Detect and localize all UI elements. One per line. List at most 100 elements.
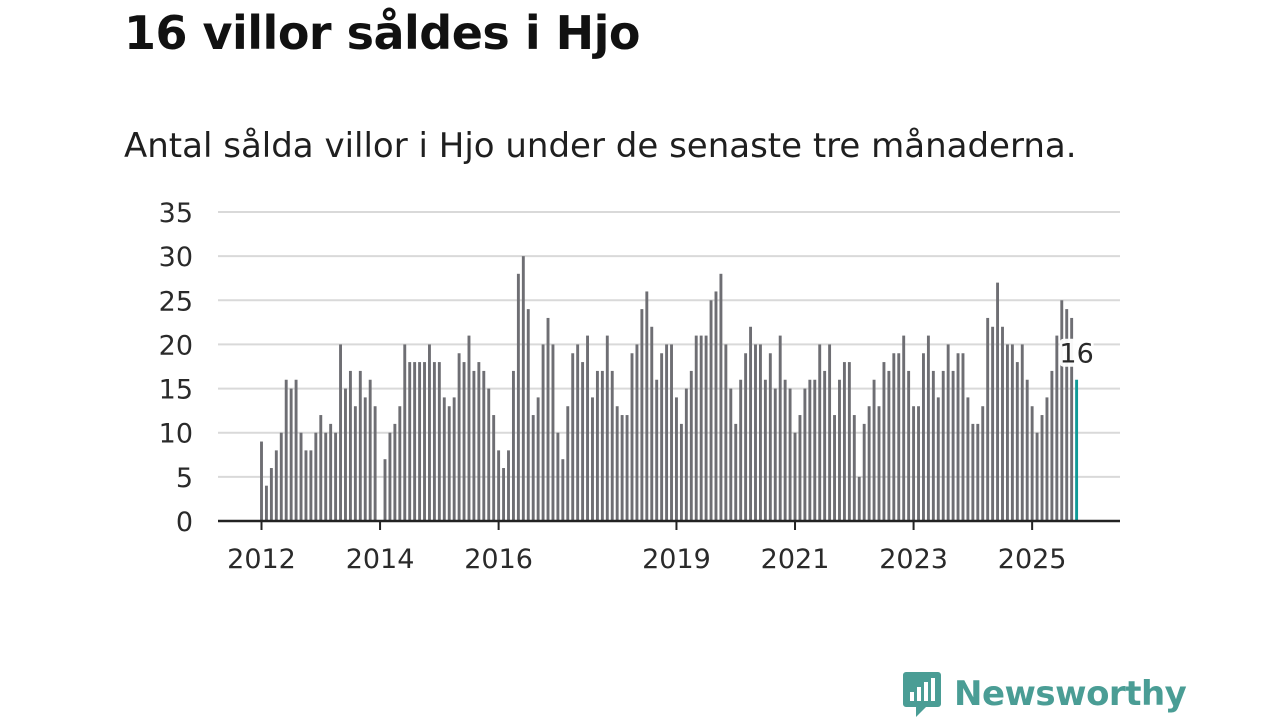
x-tick-label: 2014: [346, 544, 415, 575]
bar: [358, 370, 362, 521]
bar: [324, 432, 328, 521]
bar: [497, 450, 501, 521]
bar: [926, 335, 930, 521]
bar: [304, 450, 308, 521]
bar: [966, 397, 970, 521]
bar: [477, 362, 481, 521]
bar: [536, 397, 540, 521]
bar: [719, 273, 723, 521]
bar: [699, 335, 703, 521]
bar: [260, 441, 263, 521]
bar: [645, 291, 649, 521]
bar: [783, 379, 787, 521]
bar: [867, 406, 871, 521]
bar: [344, 388, 347, 521]
bar: [946, 344, 950, 521]
bar: [1025, 379, 1029, 521]
bar: [922, 353, 925, 521]
newsworthy-logo-text: Newsworthy: [954, 674, 1187, 714]
bar: [309, 450, 313, 521]
bar: [1015, 362, 1019, 521]
bar: [689, 370, 693, 521]
bar: [423, 362, 426, 521]
bar: [1030, 406, 1034, 521]
bar: [1060, 300, 1064, 521]
bar: [749, 326, 753, 521]
bar: [482, 370, 486, 521]
y-tick-label: 5: [176, 463, 193, 494]
highlight-bar: [1075, 379, 1079, 521]
bar: [1020, 344, 1024, 521]
bar: [828, 344, 832, 521]
bar: [467, 335, 471, 521]
bar: [284, 379, 288, 521]
bar: [383, 459, 387, 521]
bar: [882, 362, 886, 521]
bar: [877, 406, 881, 521]
bar: [838, 379, 841, 521]
bar: [1001, 326, 1004, 521]
bar: [862, 423, 866, 521]
bar: [472, 370, 476, 521]
bar: [847, 362, 851, 521]
bar: [803, 388, 807, 521]
x-tick-label: 2021: [761, 544, 830, 575]
bar: [600, 370, 604, 521]
bar: [887, 370, 891, 521]
bar: [388, 432, 392, 521]
bar: [872, 379, 876, 521]
y-tick-label: 30: [159, 242, 193, 273]
bar: [319, 415, 323, 521]
bar: [1005, 344, 1009, 521]
y-tick-label: 10: [159, 419, 193, 450]
bar: [334, 432, 338, 521]
bar: [1070, 317, 1074, 521]
bar: [521, 256, 525, 521]
bar: [971, 423, 975, 521]
bar: [833, 415, 836, 521]
bar: [660, 353, 664, 521]
bar: [976, 423, 980, 521]
bar: [1065, 309, 1069, 521]
bar: [511, 370, 515, 521]
bar: [571, 353, 575, 521]
bar: [724, 344, 728, 521]
x-tick-label: 2019: [642, 544, 711, 575]
bar: [605, 335, 609, 521]
bar: [620, 415, 624, 521]
bar: [428, 344, 431, 521]
bar: [798, 415, 802, 521]
bar: [314, 432, 318, 521]
bar: [462, 362, 466, 521]
x-tick-label: 2023: [879, 544, 948, 575]
bar: [788, 388, 792, 521]
chart-subtitle: Antal sålda villor i Hjo under de senast…: [124, 126, 1077, 166]
bar: [531, 415, 535, 521]
bar: [1055, 335, 1059, 521]
bar: [941, 370, 945, 521]
bar: [269, 468, 273, 521]
bar: [413, 362, 417, 521]
bar: [561, 459, 565, 521]
bar: [892, 353, 896, 521]
bar: [398, 406, 402, 521]
bar: [951, 370, 955, 521]
bar: [981, 406, 985, 521]
bar: [679, 423, 683, 521]
bar: [556, 432, 560, 521]
bar: [813, 379, 817, 521]
bar: [1010, 344, 1014, 521]
bar: [675, 397, 678, 521]
bar: [773, 388, 777, 521]
bar: [442, 397, 446, 521]
bar: [852, 415, 856, 521]
bar: [492, 415, 496, 521]
bar: [694, 335, 698, 521]
bar: [353, 406, 357, 521]
bar: [729, 388, 733, 521]
y-tick-label: 20: [159, 330, 193, 361]
bar: [581, 362, 585, 521]
bar: [768, 353, 772, 521]
y-tick-label: 15: [159, 375, 193, 406]
highlight-data-label: 16: [1059, 339, 1093, 370]
